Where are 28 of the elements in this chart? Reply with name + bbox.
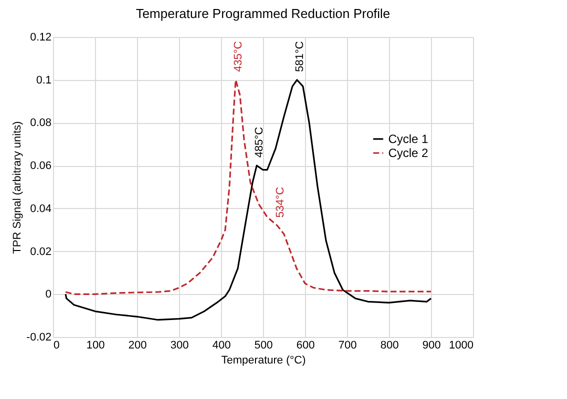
annotation: 435°C — [232, 41, 245, 72]
y-tick-label: 0.1 — [36, 74, 52, 86]
x-tick-label: 500 — [254, 340, 273, 352]
x-tick-label: 800 — [380, 340, 399, 352]
legend-label: Cycle 1 — [388, 132, 429, 146]
x-tick-label: 700 — [338, 340, 357, 352]
y-tick-label: 0 — [45, 288, 52, 301]
y-tick-label: 0.12 — [30, 32, 52, 44]
y-tick-label: 0.08 — [30, 117, 52, 130]
annotation: 534°C — [274, 186, 286, 218]
x-tick-label: 900 — [422, 340, 441, 352]
x-tick-label: 200 — [128, 340, 147, 352]
legend-label: Cycle 2 — [388, 146, 429, 160]
x-tick-label: 300 — [170, 340, 189, 352]
y-axis-title: TPR Signal (arbitrary units) — [11, 121, 24, 254]
x-tick-label: 400 — [212, 340, 231, 352]
chart-title: Temperature Programmed Reduction Profile — [136, 6, 390, 21]
y-tick-label: -0.02 — [26, 332, 52, 344]
annotation: 581°C — [294, 41, 306, 72]
y-tick-label: 0.04 — [30, 202, 52, 215]
y-tick-label: 0.06 — [30, 160, 52, 172]
x-axis-title: Temperature (°C) — [221, 354, 306, 366]
x-tick-label: 100 — [86, 340, 105, 352]
x-tick-label: 600 — [296, 340, 315, 352]
annotation: 485°C — [254, 126, 266, 158]
y-tick-label: 0.02 — [30, 246, 52, 258]
x-tick-label: 1000 — [449, 340, 474, 352]
x-tick-label: 0 — [54, 340, 60, 352]
